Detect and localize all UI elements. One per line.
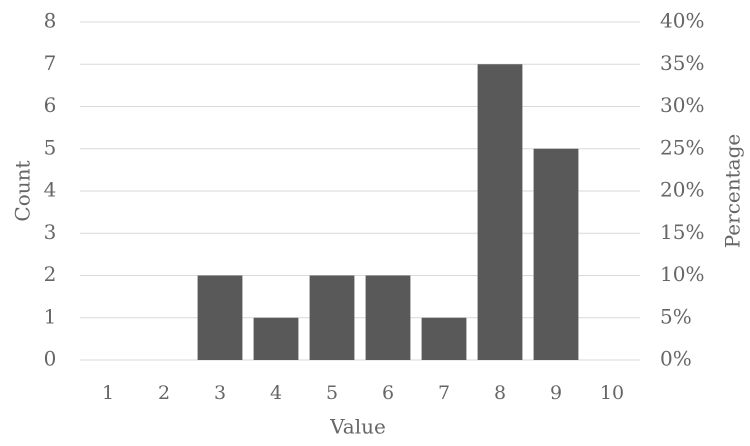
x-tick-label: 2	[158, 382, 170, 404]
bar	[477, 64, 523, 360]
y-tick-label: 1	[44, 304, 57, 328]
y2-tick-label: 15%	[660, 220, 704, 244]
x-tick-label: 1	[102, 382, 114, 404]
bar	[533, 148, 579, 360]
y-tick-label: 5	[44, 135, 57, 159]
y2-tick-label: 20%	[660, 178, 704, 202]
y-tick-label: 0	[44, 347, 57, 371]
y2-tick-label: 10%	[660, 262, 704, 286]
y2-tick-label: 0%	[660, 347, 692, 371]
x-tick-label: 4	[270, 382, 282, 404]
x-tick-label: 5	[326, 382, 338, 404]
y-tick-label: 4	[44, 178, 57, 202]
y-axis-label: Count	[11, 160, 35, 221]
bar	[365, 275, 411, 360]
x-tick-label: 3	[214, 382, 226, 404]
y-tick-label: 6	[44, 93, 57, 117]
bar	[421, 317, 467, 360]
x-tick-label: 8	[494, 382, 506, 404]
bar	[253, 317, 299, 360]
x-tick-label: 6	[382, 382, 394, 404]
y2-tick-label: 5%	[660, 304, 692, 328]
y-tick-label: 7	[44, 51, 57, 75]
y-tick-label: 8	[44, 9, 57, 33]
x-tick-label: 10	[600, 382, 624, 404]
y2-tick-label: 40%	[660, 9, 704, 33]
y-tick-label: 2	[44, 262, 57, 286]
x-axis-label: Value	[329, 415, 386, 439]
y2-tick-label: 35%	[660, 51, 704, 75]
y-tick-label: 3	[44, 220, 57, 244]
x-tick-label: 7	[438, 382, 450, 404]
y2-tick-label: 25%	[660, 135, 704, 159]
y2-tick-label: 30%	[660, 93, 704, 117]
bar	[309, 275, 355, 360]
x-tick-label: 9	[550, 382, 562, 404]
bar	[197, 275, 243, 360]
y2-axis-label: Percentage	[721, 134, 745, 248]
